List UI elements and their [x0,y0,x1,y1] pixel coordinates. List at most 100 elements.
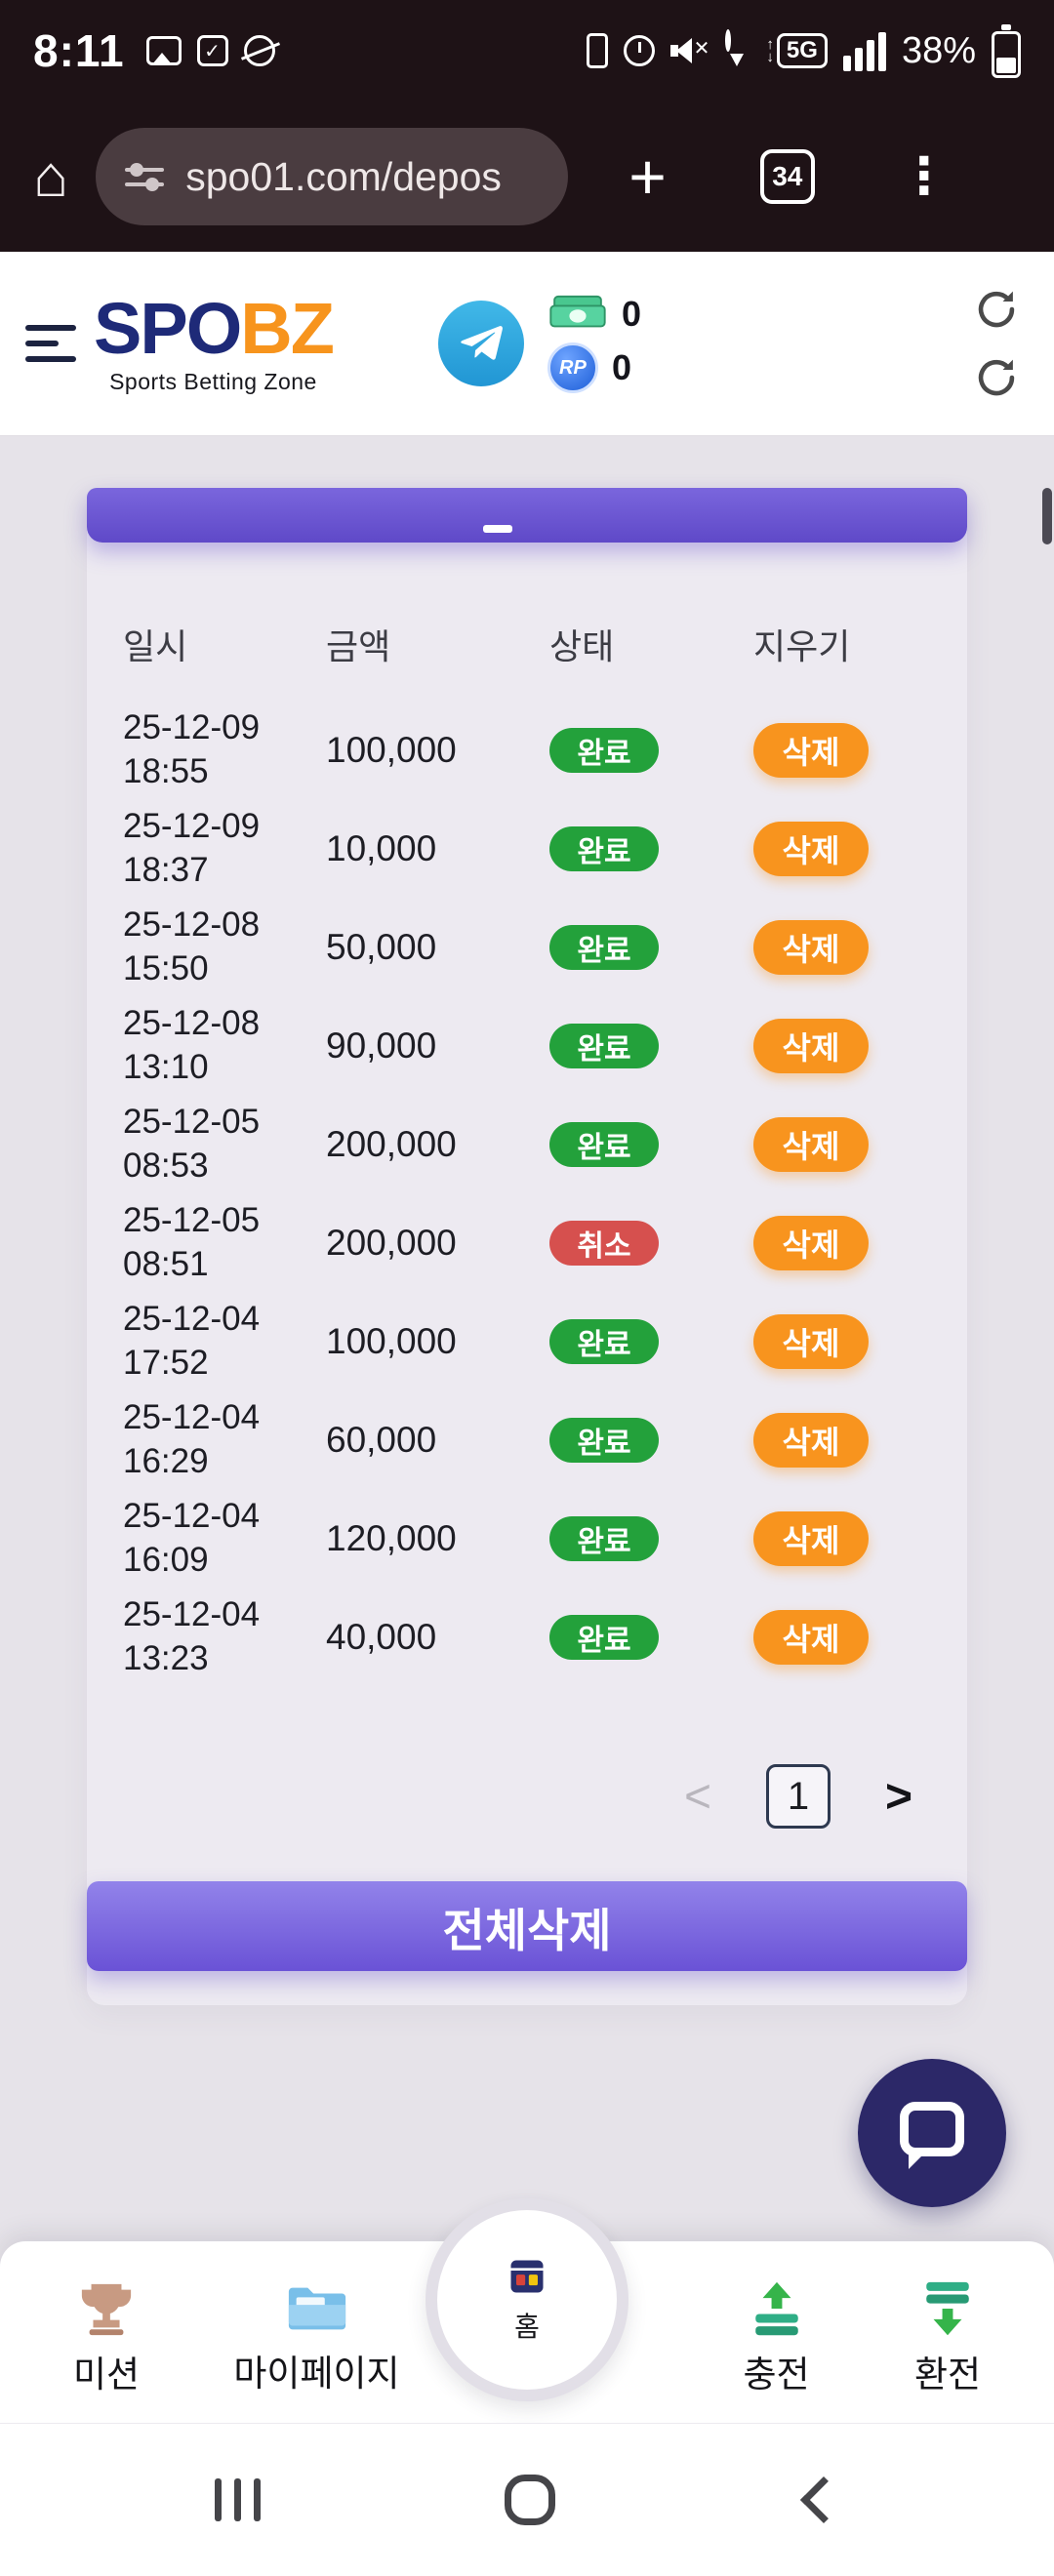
col-status: 상태 [549,626,615,666]
refresh-cash-icon[interactable] [974,287,1019,332]
refresh-buttons [974,287,1029,400]
row-date: 25-12-04 16:29 [123,1398,261,1480]
delete-row-button[interactable]: 삭제 [753,821,869,876]
delete-row-button[interactable]: 삭제 [753,1018,869,1073]
row-date: 25-12-04 13:23 [123,1595,261,1677]
deposit-history-table: 일시 금액 상태 지우기 25-12-09 18:55 100,000 완료 삭제… [87,613,967,1686]
section-title-banner [87,488,967,543]
row-amount: 60,000 [326,1419,437,1460]
chat-fab[interactable] [858,2059,1006,2207]
table-row: 25-12-04 17:52 100,000 완료 삭제 [123,1292,931,1390]
android-nav-bar [0,2423,1054,2576]
row-status-cell: 완료 [549,1318,753,1364]
col-action: 지우기 [753,626,851,666]
balance-panel: 0 RP 0 [547,294,641,393]
current-page[interactable]: 1 [765,1764,831,1829]
status-badge: 완료 [549,1417,659,1463]
refresh-point-icon[interactable] [974,355,1019,400]
status-badge: 완료 [549,727,659,773]
logo[interactable]: SPOBZ Sports Betting Zone [94,292,335,395]
browser-home-icon[interactable]: ⌂ [33,143,69,209]
battery-percent: 38% [901,29,976,71]
nav-item-home[interactable]: 홈 [426,2198,628,2401]
mute-icon: ✕ [670,34,709,67]
nav-item-mission[interactable]: 미션 [33,2280,180,2397]
col-date: 일시 [123,626,188,666]
location-icon [725,29,750,69]
status-badge: 완료 [549,1614,659,1660]
recents-button[interactable] [214,2478,261,2521]
nav-item-mypage[interactable]: 마이페이지 [205,2281,429,2396]
battery-icon [992,24,1021,78]
url-text: spo01.com/depos [185,153,502,199]
browser-menu-button[interactable]: ⋮ [898,148,950,205]
url-bar[interactable]: spo01.com/depos [96,128,569,225]
rp-coin-icon: RP [547,342,598,393]
delete-all-button[interactable]: 전체삭제 [87,1881,967,1971]
cash-icon [549,295,606,328]
nav-item-deposit[interactable]: 충전 [704,2280,850,2397]
delete-row-button[interactable]: 삭제 [753,722,869,778]
deposit-icon [754,2281,798,2336]
alarm-icon [624,35,656,66]
row-status-cell: 완료 [549,1023,753,1068]
row-date: 25-12-05 08:53 [123,1103,261,1185]
row-action-cell: 삭제 [753,1116,931,1172]
row-status-cell: 취소 [549,1220,753,1266]
row-action-cell: 삭제 [753,1313,931,1369]
row-amount: 200,000 [326,1123,457,1164]
delete-row-button[interactable]: 삭제 [753,1510,869,1566]
clock: 8:11 [33,25,125,76]
nav-item-withdraw[interactable]: 환전 [874,2280,1021,2397]
home-card-icon [510,2260,544,2293]
table-row: 25-12-08 13:10 90,000 완료 삭제 [123,996,931,1095]
page-content: 일시 금액 상태 지우기 25-12-09 18:55 100,000 완료 삭제… [0,436,1054,2241]
row-status-cell: 완료 [549,924,753,970]
clipped-title-text [482,525,512,533]
row-status-cell: 완료 [549,727,753,773]
table-row: 25-12-09 18:37 10,000 완료 삭제 [123,799,931,898]
row-date: 25-12-04 16:09 [123,1497,261,1579]
table-row: 25-12-04 16:29 60,000 완료 삭제 [123,1390,931,1489]
status-badge: 완료 [549,924,659,970]
table-row: 25-12-09 18:55 100,000 완료 삭제 [123,701,931,799]
site-settings-icon[interactable] [125,162,165,191]
back-button[interactable] [799,2475,847,2524]
delete-row-button[interactable]: 삭제 [753,1412,869,1468]
delete-row-button[interactable]: 삭제 [753,1215,869,1270]
prev-page-button[interactable]: < [683,1770,711,1823]
table-row: 25-12-05 08:51 200,000 취소 삭제 [123,1193,931,1292]
row-date: 25-12-09 18:37 [123,807,261,889]
hamburger-menu-icon[interactable] [25,325,84,362]
status-badge: 완료 [549,1023,659,1068]
delete-row-button[interactable]: 삭제 [753,1609,869,1665]
row-amount: 10,000 [326,827,437,868]
checkbox-icon: ✓ [196,35,228,66]
logo-primary: SPO [94,287,242,369]
android-home-button[interactable] [504,2475,555,2525]
status-badge: 완료 [549,1515,659,1561]
folder-icon [288,2287,345,2330]
row-date: 25-12-04 17:52 [123,1300,261,1382]
scrollbar-thumb[interactable] [1042,488,1052,544]
table-row: 25-12-08 15:50 50,000 완료 삭제 [123,898,931,996]
delete-row-button[interactable]: 삭제 [753,1116,869,1172]
tab-count-button[interactable]: 34 [759,149,815,204]
row-date: 25-12-05 08:51 [123,1201,261,1283]
network-5g-icon: ↑ ↓ 5G [766,33,828,68]
telegram-icon[interactable] [437,301,524,386]
delete-row-button[interactable]: 삭제 [753,919,869,975]
status-bar: 8:11 ✓ ✕ ↑ ↓ 5G 38% [0,0,1054,101]
chat-bubble-icon [900,2102,964,2169]
logo-tagline: Sports Betting Zone [109,368,317,394]
nav-label-mission: 미션 [72,2355,141,2395]
row-amount: 100,000 [326,1320,457,1361]
next-page-button[interactable]: > [884,1770,912,1823]
row-status-cell: 완료 [549,1515,753,1561]
screenshot-icon [145,36,182,65]
delete-row-button[interactable]: 삭제 [753,1313,869,1369]
table-row: 25-12-05 08:53 200,000 완료 삭제 [123,1095,931,1193]
nav-label-home: 홈 [514,2312,540,2342]
new-tab-button[interactable]: + [628,141,667,213]
